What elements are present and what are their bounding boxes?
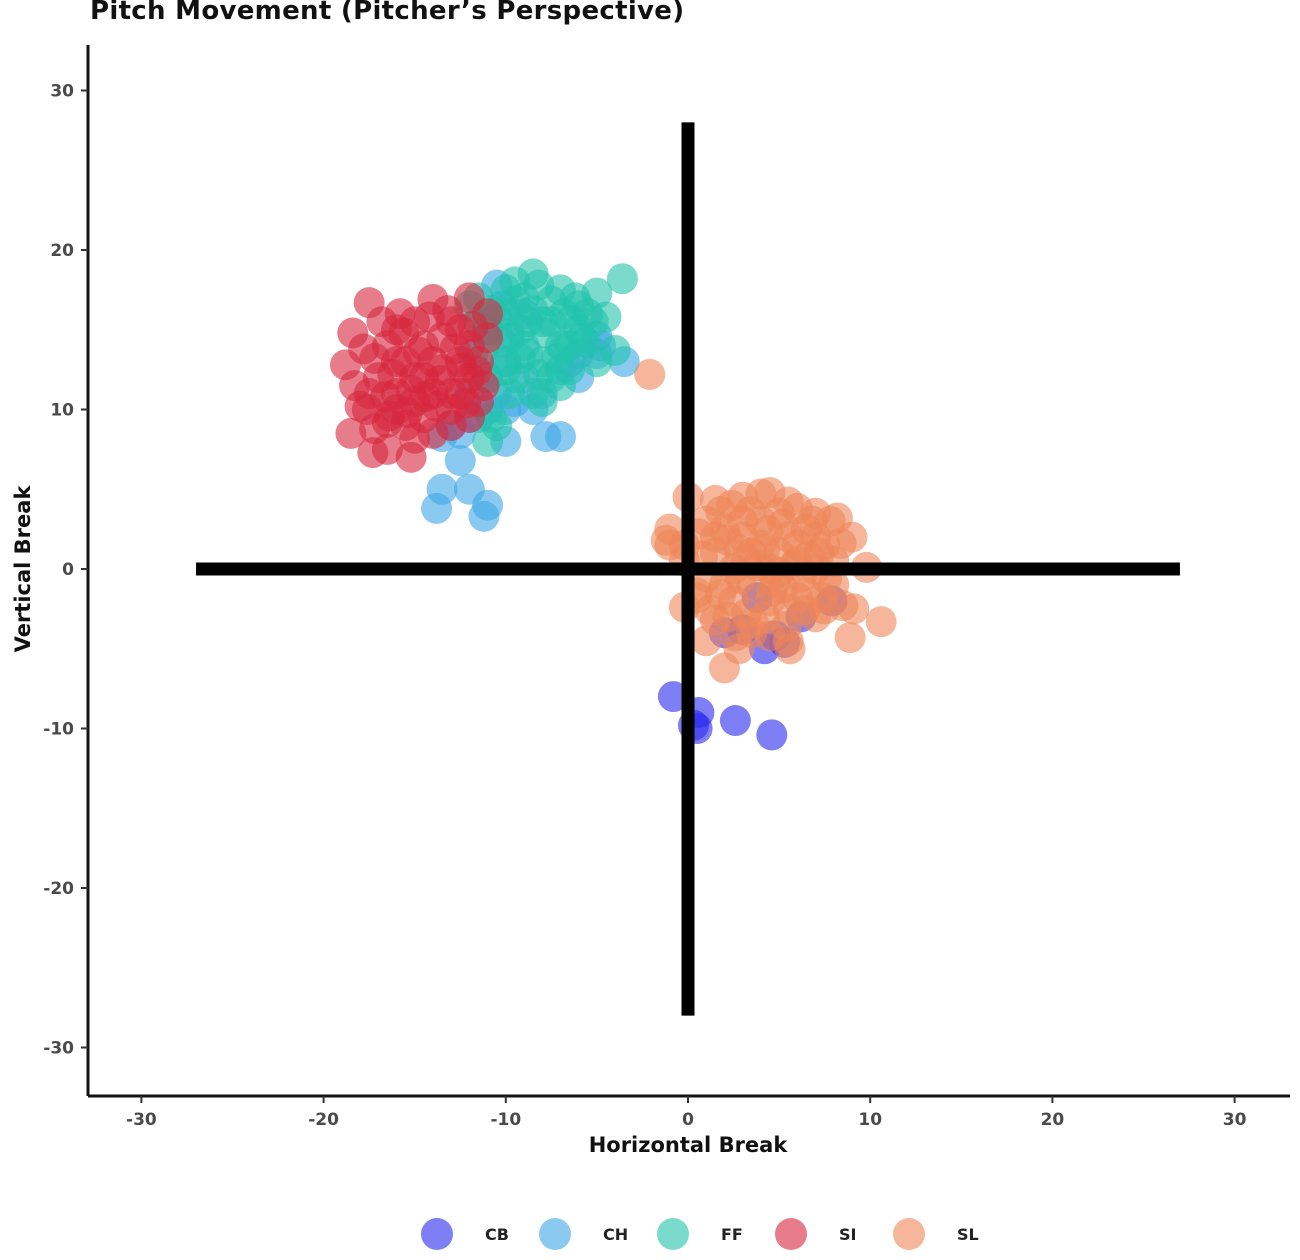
- x-tick-label: 0: [682, 1110, 694, 1130]
- x-axis-title: Horizontal Break: [589, 1133, 789, 1157]
- legend-swatch-si: [775, 1218, 807, 1250]
- y-tick-label: -20: [43, 879, 74, 899]
- point-ff: [490, 354, 522, 386]
- point-sl: [738, 607, 770, 639]
- point-si: [388, 317, 420, 349]
- y-tick-label: 20: [50, 241, 74, 261]
- chart-title: Pitch Movement (Pitcher’s Perspective): [90, 0, 685, 26]
- point-ch: [421, 492, 453, 524]
- x-tick-label: 30: [1223, 1110, 1247, 1130]
- x-tick-label: 20: [1041, 1110, 1065, 1130]
- point-ch: [444, 445, 476, 477]
- point-si: [371, 433, 403, 465]
- legend-label-cb: CB: [485, 1225, 509, 1244]
- point-cb: [657, 681, 689, 713]
- y-tick-label: 30: [50, 82, 74, 102]
- legend-label-sl: SL: [957, 1225, 979, 1244]
- legend-label-si: SI: [839, 1225, 856, 1244]
- y-tick-label: 0: [62, 560, 74, 580]
- point-sl: [781, 582, 813, 614]
- legend-swatch-cb: [421, 1218, 453, 1250]
- x-tick-label: -10: [490, 1110, 521, 1130]
- point-sl: [767, 508, 799, 540]
- legend-swatch-ff: [657, 1218, 689, 1250]
- reference-lines: [196, 122, 1180, 1016]
- y-tick-label: -30: [43, 1039, 74, 1059]
- point-ff: [590, 301, 622, 333]
- point-si: [373, 400, 405, 432]
- legend-label-ff: FF: [721, 1225, 743, 1244]
- point-cb: [756, 719, 788, 751]
- point-si: [335, 417, 367, 449]
- point-si: [348, 333, 380, 365]
- point-ff: [555, 304, 587, 336]
- point-ff: [481, 409, 513, 441]
- y-tick-label: 10: [50, 401, 74, 421]
- point-ff: [606, 263, 638, 295]
- point-cb: [719, 705, 751, 737]
- legend-swatch-sl: [893, 1218, 925, 1250]
- point-sl: [838, 593, 870, 625]
- x-tick-label: 10: [858, 1110, 882, 1130]
- legend-label-ch: CH: [603, 1225, 628, 1244]
- point-sl: [690, 625, 722, 657]
- points-layer: [329, 258, 897, 751]
- point-sl: [834, 622, 866, 654]
- point-ff: [523, 358, 555, 390]
- point-sl: [634, 358, 666, 390]
- point-si: [457, 311, 489, 343]
- point-sl: [865, 606, 897, 638]
- axes: -30 -20 -10 0 10 20 30 30 20 10 0 -10 -20 -30 Horizont…: [11, 45, 1290, 1157]
- point-si: [461, 355, 493, 387]
- y-tick-label: -10: [43, 720, 74, 740]
- point-ch: [544, 421, 576, 453]
- point-sl: [796, 505, 828, 537]
- x-tick-label: -20: [308, 1110, 339, 1130]
- point-ff: [570, 327, 602, 359]
- point-si: [450, 387, 482, 419]
- legend: CB CH FF SI SL: [421, 1218, 979, 1250]
- point-ch: [468, 500, 500, 532]
- point-ff: [523, 269, 555, 301]
- point-si: [431, 295, 463, 327]
- point-sl: [807, 582, 839, 614]
- y-axis-title: Vertical Break: [11, 485, 35, 653]
- x-tick-label: -30: [126, 1110, 157, 1130]
- legend-swatch-ch: [539, 1218, 571, 1250]
- point-sl: [825, 527, 857, 559]
- point-sl: [749, 534, 781, 566]
- point-ff: [493, 378, 525, 410]
